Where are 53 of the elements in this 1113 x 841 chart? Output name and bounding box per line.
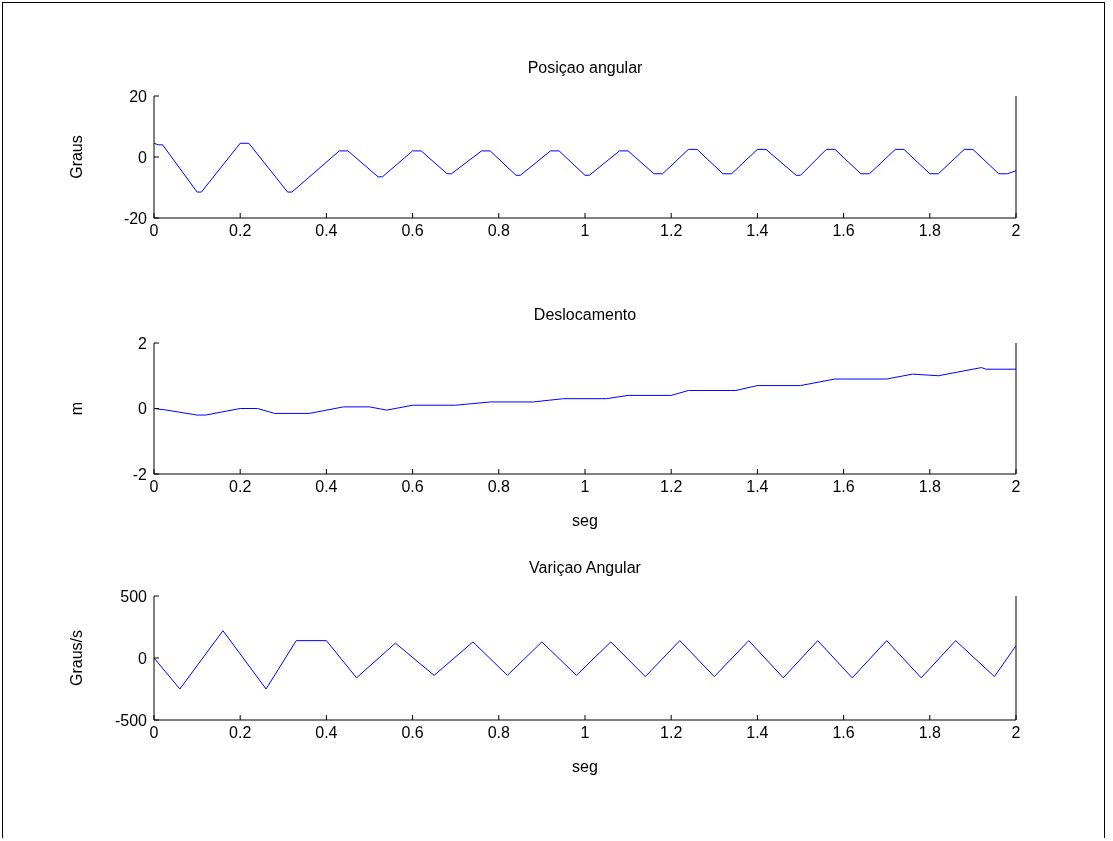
y-axis-title: Graus/s — [67, 629, 85, 687]
x-tick-label: 0 — [149, 724, 159, 742]
y-tick-label: -2 — [132, 465, 148, 483]
y-axis-title: Graus — [67, 135, 85, 179]
x-tick-label: 1.6 — [832, 222, 855, 240]
x-tick-label: 0.8 — [487, 724, 511, 742]
y-tick-label: 0 — [138, 148, 148, 166]
x-tick-label: 0.4 — [315, 222, 338, 240]
x-tick-label: 1.2 — [660, 724, 683, 742]
x-tick-label: 2 — [1011, 478, 1021, 496]
x-tick-label: 0.2 — [229, 478, 252, 496]
x-tick-label: 1 — [580, 222, 590, 240]
x-tick-label: 1.8 — [918, 724, 942, 742]
x-tick-label: 1 — [580, 478, 590, 496]
y-axis-title: m — [67, 401, 85, 416]
x-tick-label: 1.4 — [746, 724, 769, 742]
y-tick-label: -20 — [123, 209, 148, 227]
x-tick-label: 2 — [1011, 222, 1021, 240]
line-series — [154, 630, 1016, 690]
x-axis-title: seg — [572, 512, 598, 529]
x-tick-label: 2 — [1011, 724, 1021, 742]
x-tick-label: 0.6 — [401, 724, 424, 742]
chart-title: Deslocamento — [532, 305, 638, 325]
x-tick-label: 0.8 — [487, 478, 511, 496]
y-tick-label: 2 — [138, 334, 148, 352]
line-series — [154, 367, 1016, 416]
x-tick-label: 0.4 — [315, 478, 338, 496]
line-series — [154, 142, 1016, 193]
y-tick-label: -500 — [114, 711, 148, 729]
x-tick-label: 1.2 — [660, 222, 683, 240]
y-tick-label: 500 — [120, 587, 148, 605]
x-tick-label: 1 — [580, 724, 590, 742]
x-tick-label: 1.6 — [832, 724, 855, 742]
x-tick-label: 0.8 — [487, 222, 511, 240]
y-tick-label: 0 — [138, 400, 148, 418]
x-tick-label: 1.4 — [746, 222, 769, 240]
chart-title: Posiçao angular — [526, 58, 644, 78]
x-tick-label: 0.2 — [229, 724, 252, 742]
x-tick-label: 0 — [149, 222, 159, 240]
y-tick-label: 20 — [129, 87, 148, 105]
x-axis-title: seg — [572, 758, 598, 775]
y-tick-label: 0 — [138, 649, 148, 667]
x-tick-label: 0.6 — [401, 478, 424, 496]
x-tick-label: 0.2 — [229, 222, 252, 240]
x-tick-label: 0.4 — [315, 724, 338, 742]
x-tick-label: 1.8 — [918, 478, 942, 496]
x-tick-label: 1.6 — [832, 478, 855, 496]
chart-title: Variçao Angular — [528, 558, 642, 578]
x-tick-label: 1.2 — [660, 478, 683, 496]
x-tick-label: 0.6 — [401, 222, 424, 240]
x-tick-label: 0 — [149, 478, 159, 496]
x-tick-label: 1.4 — [746, 478, 769, 496]
x-tick-label: 1.8 — [918, 222, 942, 240]
